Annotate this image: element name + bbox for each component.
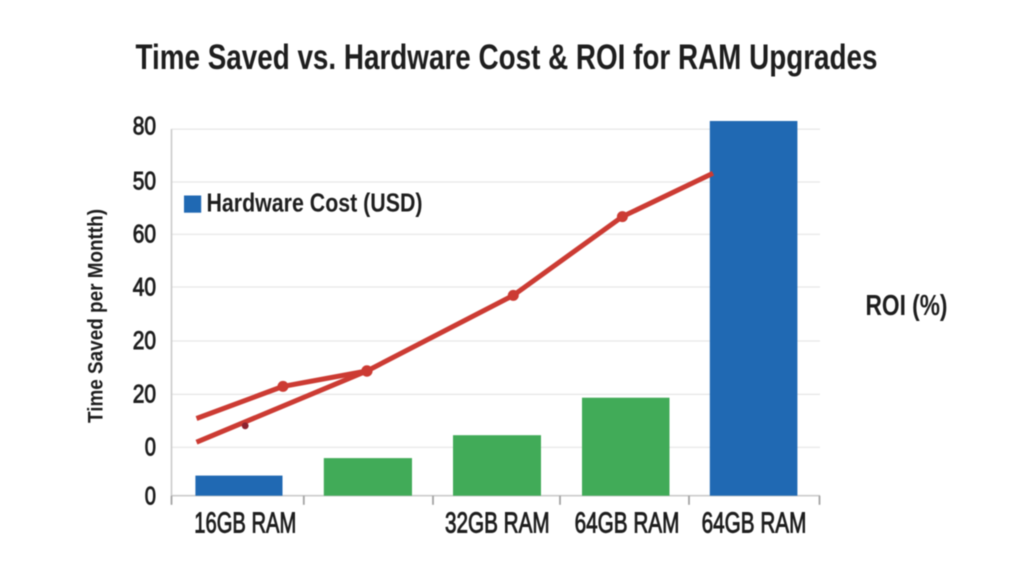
svg-text:80: 80 [133, 113, 156, 141]
svg-text:32GB RAM: 32GB RAM [445, 508, 550, 540]
svg-text:50: 50 [133, 168, 156, 196]
svg-text:0: 0 [145, 482, 156, 510]
svg-text:Time Saved vs. Hardware Cost &: Time Saved vs. Hardware Cost & ROI for R… [136, 38, 878, 77]
svg-text:Time Saved per Montth): Time Saved per Montth) [84, 209, 107, 423]
svg-text:64GB RAM: 64GB RAM [702, 508, 807, 540]
svg-text:60: 60 [133, 221, 156, 249]
svg-text:ROI (%): ROI (%) [866, 290, 948, 322]
svg-text:40: 40 [133, 274, 156, 302]
svg-text:20: 20 [133, 380, 156, 408]
svg-text:64GB RAM: 64GB RAM [575, 508, 680, 540]
svg-text:0: 0 [145, 433, 156, 461]
svg-text:16GB RAM: 16GB RAM [194, 508, 296, 540]
svg-text:20: 20 [133, 327, 156, 355]
svg-text:Hardware Cost (USD): Hardware Cost (USD) [207, 187, 423, 217]
